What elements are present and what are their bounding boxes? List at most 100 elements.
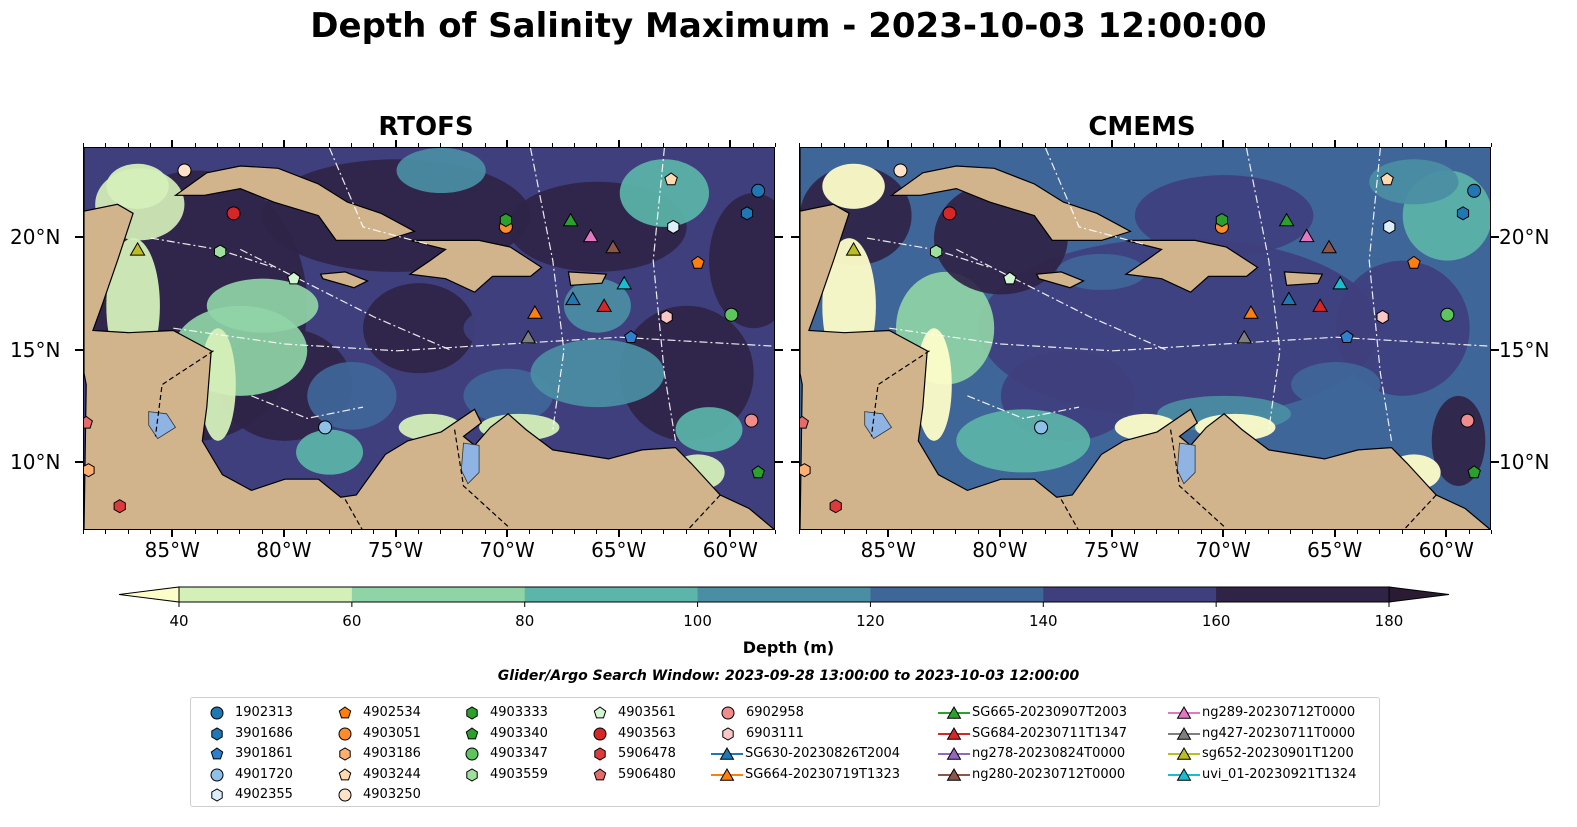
legend-marker-ng427-20230711T0000 [1176, 726, 1192, 740]
legend-swatch [465, 747, 479, 761]
cmems-markers [800, 163, 1482, 514]
rtofs-marker-4903559 [214, 244, 227, 259]
rtofs-eez-2 [529, 148, 565, 430]
legend-label: ng289-20230712T0000 [1202, 705, 1356, 720]
cmems-map-svg [800, 148, 1490, 529]
cmems-xtick-label: 85°W [860, 538, 916, 562]
rtofs-marker-4903244 [664, 172, 678, 186]
rtofs-minor-tick [440, 143, 442, 147]
cmems-marker-3901861 [1340, 330, 1354, 343]
rtofs-border-1 [344, 499, 363, 529]
cmems-minor-tick [1379, 143, 1381, 147]
cmems-ytick-mark [1491, 461, 1499, 464]
rtofs-land-puertorico [567, 271, 608, 287]
legend-marker-SG630-20230826T2004 [719, 747, 735, 760]
rtofs-border-3 [687, 494, 721, 529]
cmems-minor-tick [955, 143, 957, 147]
rtofs-marker-3901861 [624, 330, 638, 343]
rtofs-marker-4901720 [318, 420, 333, 435]
cmems-xtick-label: 75°W [1083, 538, 1140, 562]
rtofs-minor-tick [306, 530, 308, 534]
cmems-eez-2 [1245, 148, 1281, 430]
cmems-minor-tick [999, 143, 1001, 147]
cmems-minor-tick [1357, 530, 1359, 534]
cmems-minor-tick [1334, 530, 1336, 534]
legend-swatch [211, 726, 223, 741]
rtofs-minor-tick [596, 143, 598, 147]
rtofs-marker-SG665-20230907T2003 [562, 212, 579, 227]
rtofs-minor-tick [105, 143, 107, 147]
cmems-marker-4903186 [800, 463, 811, 478]
rtofs-ytick-mark [775, 236, 783, 239]
rtofs-marker-ng289-20230712T0000 [582, 228, 599, 243]
cmems-minor-tick [888, 143, 890, 147]
cmems-minor-tick [999, 530, 1001, 534]
rtofs-marker-5906478 [113, 499, 126, 514]
rtofs-minor-tick [194, 143, 196, 147]
colorbar-segment [179, 587, 353, 602]
legend-label: 4903051 [363, 725, 421, 741]
cmems-minor-tick [1066, 530, 1068, 534]
legend-swatch [722, 726, 734, 741]
cmems-minor-tick [843, 143, 845, 147]
cmems-eez-3 [1368, 148, 1393, 441]
legend-marker-SG664-20230719T1323 [719, 767, 735, 781]
cmems-minor-tick [1178, 143, 1180, 147]
rtofs-marker-ng280-20230712T0000 [605, 239, 621, 254]
rtofs-minor-tick [551, 530, 553, 534]
legend-label: 5906480 [618, 766, 676, 782]
legend-marker-4903186 [339, 747, 351, 761]
legend-marker-SG684-20230711T1347 [946, 726, 962, 740]
legend-marker-3901861 [210, 747, 224, 760]
rtofs-xtick-label: 60°W [702, 538, 758, 562]
cmems-minor-tick [1089, 530, 1091, 534]
cmems-minor-tick [1379, 530, 1381, 534]
rtofs-ytick-mark [775, 348, 783, 351]
cmems-ytick-mark [1491, 236, 1499, 239]
cmems-minor-tick [910, 530, 912, 534]
legend-swatch [938, 726, 970, 740]
cmems-xtick-label: 65°W [1307, 538, 1363, 562]
panel-title-cmems: CMEMS [1088, 112, 1196, 142]
legend-label: ng280-20230712T0000 [972, 766, 1126, 782]
legend-label: 3901686 [235, 725, 293, 741]
rtofs-minor-tick [641, 530, 643, 534]
colorbar-label: Depth (m) [742, 638, 835, 657]
rtofs-lake-0 [460, 442, 480, 485]
cmems-marker-4903563 [942, 206, 957, 221]
rtofs-marker-ng427-20230711T0000 [520, 329, 537, 344]
cmems-minor-tick [1267, 530, 1269, 534]
cmems-minor-tick [843, 530, 845, 534]
cmems-land-mainland [800, 148, 1490, 529]
rtofs-minor-tick [328, 530, 330, 534]
rtofs-minor-tick [685, 143, 687, 147]
rtofs-marker-5906480 [84, 415, 93, 429]
rtofs-xtick-label: 75°W [367, 538, 424, 562]
cmems-marker-uvi_01-20230921T1324 [1332, 275, 1349, 290]
cmems-eez-6 [967, 395, 1080, 420]
rtofs-minor-tick [216, 143, 218, 147]
colorbar-tick-label: 120 [856, 612, 885, 630]
rtofs-minor-tick [239, 530, 241, 534]
legend-label: 4902355 [235, 787, 293, 802]
cmems-minor-tick [910, 143, 912, 147]
cmems-minor-tick [1111, 143, 1113, 147]
rtofs-minor-tick [172, 143, 174, 147]
legend-swatch [1168, 706, 1200, 719]
colorbar-segment [524, 587, 699, 602]
cmems-minor-tick [1223, 143, 1225, 147]
legend-label: sg652-20230901T1200 [1202, 746, 1354, 761]
legend-marker-4903559 [466, 767, 478, 782]
legend-label: SG665-20230907T2003 [972, 705, 1128, 720]
rtofs-minor-tick [708, 530, 710, 534]
rtofs-land-jamaica [319, 271, 369, 289]
cmems-minor-tick [1334, 143, 1336, 147]
legend-label: 4901720 [235, 766, 293, 782]
cmems-marker-6903111 [1376, 309, 1389, 325]
legend-label: ng278-20230824T0000 [972, 746, 1126, 761]
legend-swatch [338, 706, 352, 719]
legend-marker-sg652-20230901T1200 [1176, 747, 1192, 760]
cmems-minor-tick [955, 530, 957, 534]
legend-marker-uvi_01-20230921T1324 [1176, 767, 1192, 781]
colorbar-segment [1043, 587, 1217, 602]
